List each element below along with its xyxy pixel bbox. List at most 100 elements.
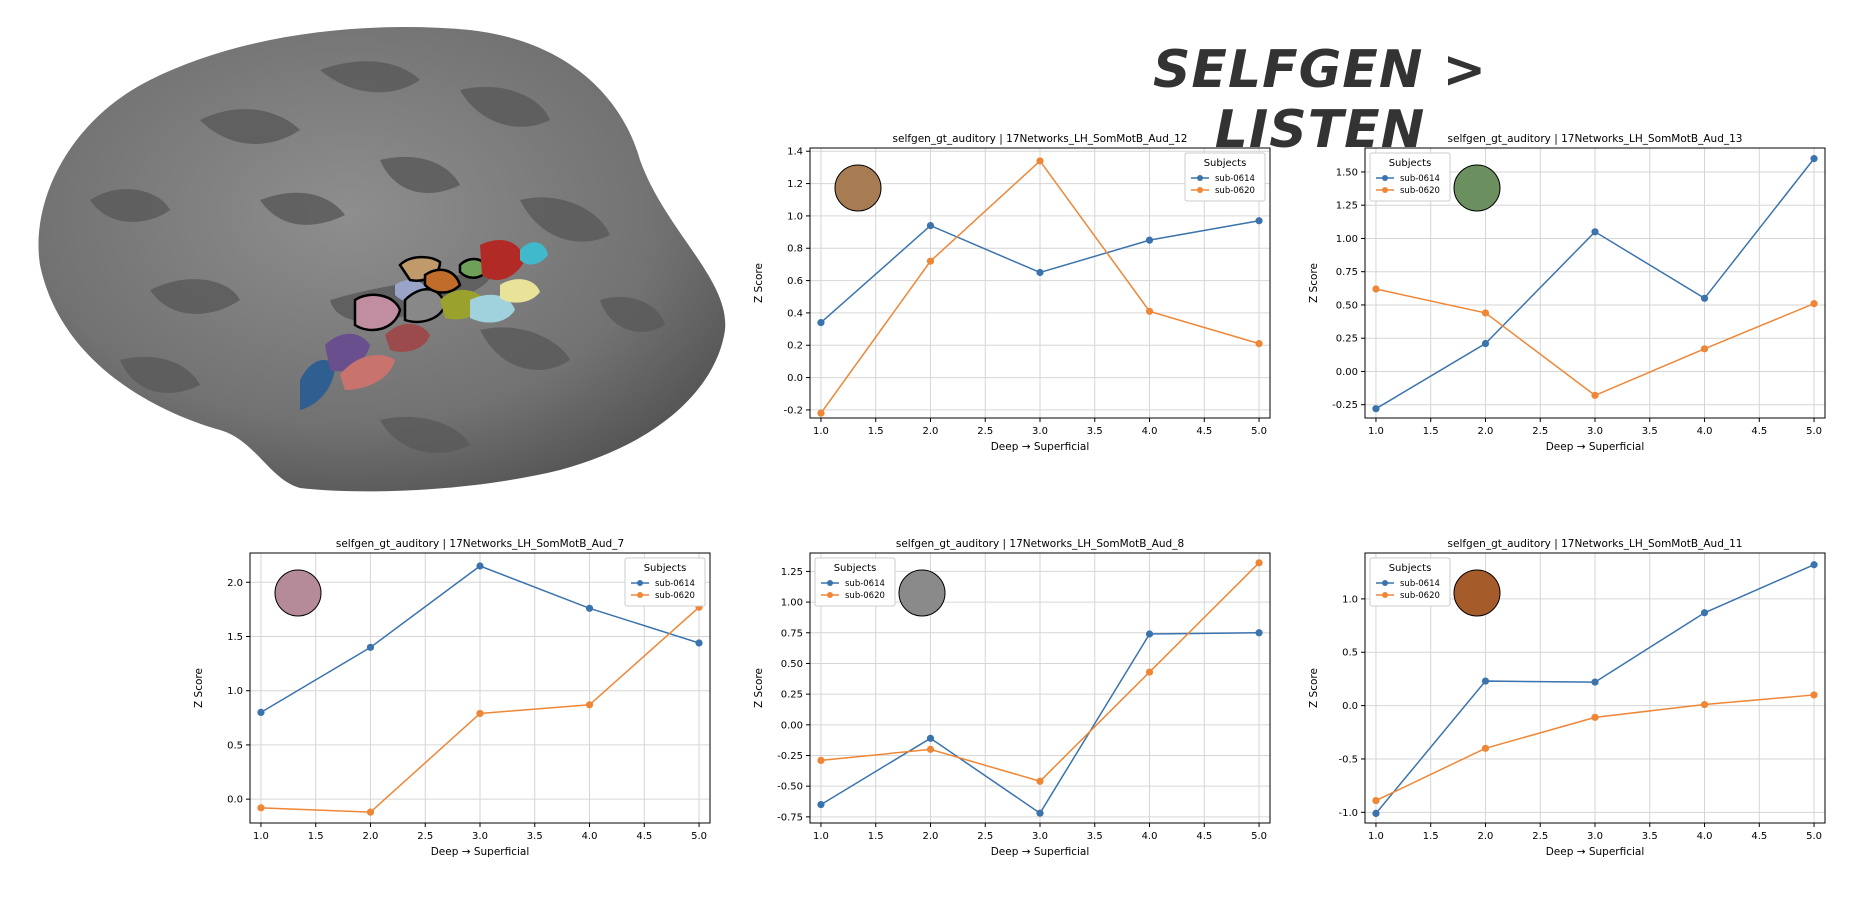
- chart-title: selfgen_gt_auditory | 17Networks_LH_SomM…: [893, 133, 1188, 145]
- x-tick-label: 1.0: [1368, 426, 1384, 437]
- y-axis-label: Z Score: [1308, 668, 1320, 708]
- data-point-sub-0620: [1372, 285, 1380, 293]
- data-point-sub-0620: [1036, 777, 1044, 785]
- data-point-sub-0614: [1591, 228, 1599, 236]
- legend-title: Subjects: [1204, 158, 1247, 169]
- chart-aud11: selfgen_gt_auditory | 17Networks_LH_SomM…: [1308, 538, 1826, 858]
- y-tick-label: 1.5: [227, 632, 243, 643]
- x-tick-label: 2.5: [1532, 426, 1548, 437]
- data-point-sub-0614: [1255, 217, 1263, 225]
- data-point-sub-0614: [1700, 609, 1709, 617]
- data-point-sub-0614: [1810, 561, 1818, 569]
- y-tick-label: -0.50: [777, 782, 803, 793]
- parcel-color-swatch: [834, 164, 882, 212]
- x-tick-label: 1.5: [1423, 426, 1439, 437]
- x-tick-label: 4.0: [1142, 426, 1158, 437]
- data-point-sub-0620: [1810, 691, 1818, 699]
- y-axis-label: Z Score: [1308, 263, 1320, 303]
- data-point-sub-0614: [926, 734, 935, 742]
- y-tick-label: 1.00: [1336, 234, 1358, 245]
- y-tick-label: 0.00: [1336, 367, 1358, 378]
- data-point-sub-0620: [1700, 345, 1709, 353]
- y-tick-label: 0.50: [781, 659, 803, 670]
- y-tick-label: 1.0: [227, 686, 243, 697]
- legend-box: [814, 557, 896, 607]
- data-point-sub-0614: [1255, 629, 1263, 637]
- data-point-sub-0614: [257, 708, 265, 716]
- x-tick-label: 3.0: [1032, 426, 1048, 437]
- y-tick-label: 0.75: [1336, 267, 1358, 278]
- y-tick-label: -1.0: [1338, 808, 1358, 819]
- x-tick-label: 3.5: [1087, 426, 1103, 437]
- chart-aud12: selfgen_gt_auditory | 17Networks_LH_SomM…: [753, 133, 1271, 453]
- chart-title: selfgen_gt_auditory | 17Networks_LH_SomM…: [1448, 538, 1743, 550]
- x-tick-label: 3.0: [1587, 426, 1603, 437]
- x-tick-label: 1.0: [813, 426, 829, 437]
- y-tick-label: 2.0: [227, 578, 243, 589]
- data-point-sub-0620: [1145, 307, 1154, 315]
- y-tick-label: -0.25: [1332, 400, 1358, 411]
- parcel-color-swatch: [1453, 164, 1501, 212]
- x-tick-label: 4.5: [1196, 831, 1212, 842]
- panel-aud7: selfgen_gt_auditory | 17Networks_LH_SomM…: [175, 533, 725, 873]
- legend-entry-label: sub-0620: [655, 591, 695, 601]
- legend-marker: [1197, 175, 1203, 181]
- x-tick-label: 2.0: [923, 426, 939, 437]
- y-tick-label: 0.5: [1342, 648, 1358, 659]
- data-point-sub-0614: [1036, 809, 1044, 817]
- legend-entry-label: sub-0620: [1215, 186, 1255, 196]
- y-tick-label: 0.50: [1336, 300, 1358, 311]
- brain-outline: [38, 27, 726, 492]
- parcel-color-swatch: [274, 569, 322, 617]
- data-point-sub-0620: [1700, 700, 1709, 709]
- y-tick-label: 0.4: [787, 308, 803, 319]
- data-point-sub-0620: [1145, 668, 1154, 676]
- panel-aud8: selfgen_gt_auditory | 17Networks_LH_SomM…: [735, 533, 1285, 873]
- y-tick-label: -0.2: [783, 405, 803, 416]
- chart-title: selfgen_gt_auditory | 17Networks_LH_SomM…: [1448, 133, 1743, 145]
- legend-entry-label: sub-0614: [1400, 579, 1440, 589]
- x-tick-label: 3.0: [1032, 831, 1048, 842]
- x-axis-label: Deep → Superficial: [1546, 846, 1645, 858]
- data-point-sub-0620: [926, 745, 935, 753]
- data-point-sub-0614: [1145, 630, 1154, 638]
- data-point-sub-0614: [366, 643, 375, 651]
- x-tick-label: 2.0: [1478, 426, 1494, 437]
- data-point-sub-0620: [1481, 744, 1490, 752]
- panel-aud11: selfgen_gt_auditory | 17Networks_LH_SomM…: [1290, 533, 1840, 873]
- legend-entry-label: sub-0620: [1400, 591, 1440, 601]
- x-tick-label: 2.0: [923, 831, 939, 842]
- x-axis-label: Deep → Superficial: [991, 846, 1090, 858]
- data-point-sub-0614: [585, 604, 594, 612]
- y-axis-label: Z Score: [753, 668, 765, 708]
- data-point-sub-0620: [366, 808, 375, 816]
- data-point-sub-0614: [1036, 268, 1044, 277]
- plot-frame: [1364, 552, 1826, 824]
- y-tick-label: 1.25: [1336, 201, 1358, 212]
- x-tick-label: 1.0: [1368, 831, 1384, 842]
- data-point-sub-0614: [1481, 339, 1490, 348]
- chart-title: selfgen_gt_auditory | 17Networks_LH_SomM…: [336, 538, 624, 550]
- parcel-color-swatch: [898, 569, 946, 617]
- y-tick-label: 0.25: [781, 690, 803, 701]
- x-tick-label: 4.5: [1751, 831, 1767, 842]
- legend-entry-label: sub-0614: [1215, 174, 1255, 184]
- plot-frame: [249, 552, 711, 824]
- x-tick-label: 5.0: [1251, 831, 1267, 842]
- data-point-sub-0614: [1810, 155, 1818, 163]
- x-tick-label: 1.0: [253, 831, 269, 842]
- panel-aud12: selfgen_gt_auditory | 17Networks_LH_SomM…: [735, 128, 1285, 468]
- x-tick-label: 1.5: [308, 831, 324, 842]
- brain-surface-image: [38, 27, 726, 492]
- legend-title: Subjects: [1389, 158, 1432, 169]
- y-tick-label: 1.2: [787, 179, 803, 190]
- y-axis-label: Z Score: [193, 668, 205, 708]
- legend-title: Subjects: [834, 563, 877, 574]
- x-tick-label: 2.0: [1478, 831, 1494, 842]
- y-tick-label: 1.00: [781, 598, 803, 609]
- data-point-sub-0614: [695, 639, 703, 647]
- x-tick-label: 3.5: [1087, 831, 1103, 842]
- legend-box: [624, 557, 706, 607]
- x-tick-label: 2.5: [1532, 831, 1548, 842]
- plot-frame: [1364, 147, 1826, 419]
